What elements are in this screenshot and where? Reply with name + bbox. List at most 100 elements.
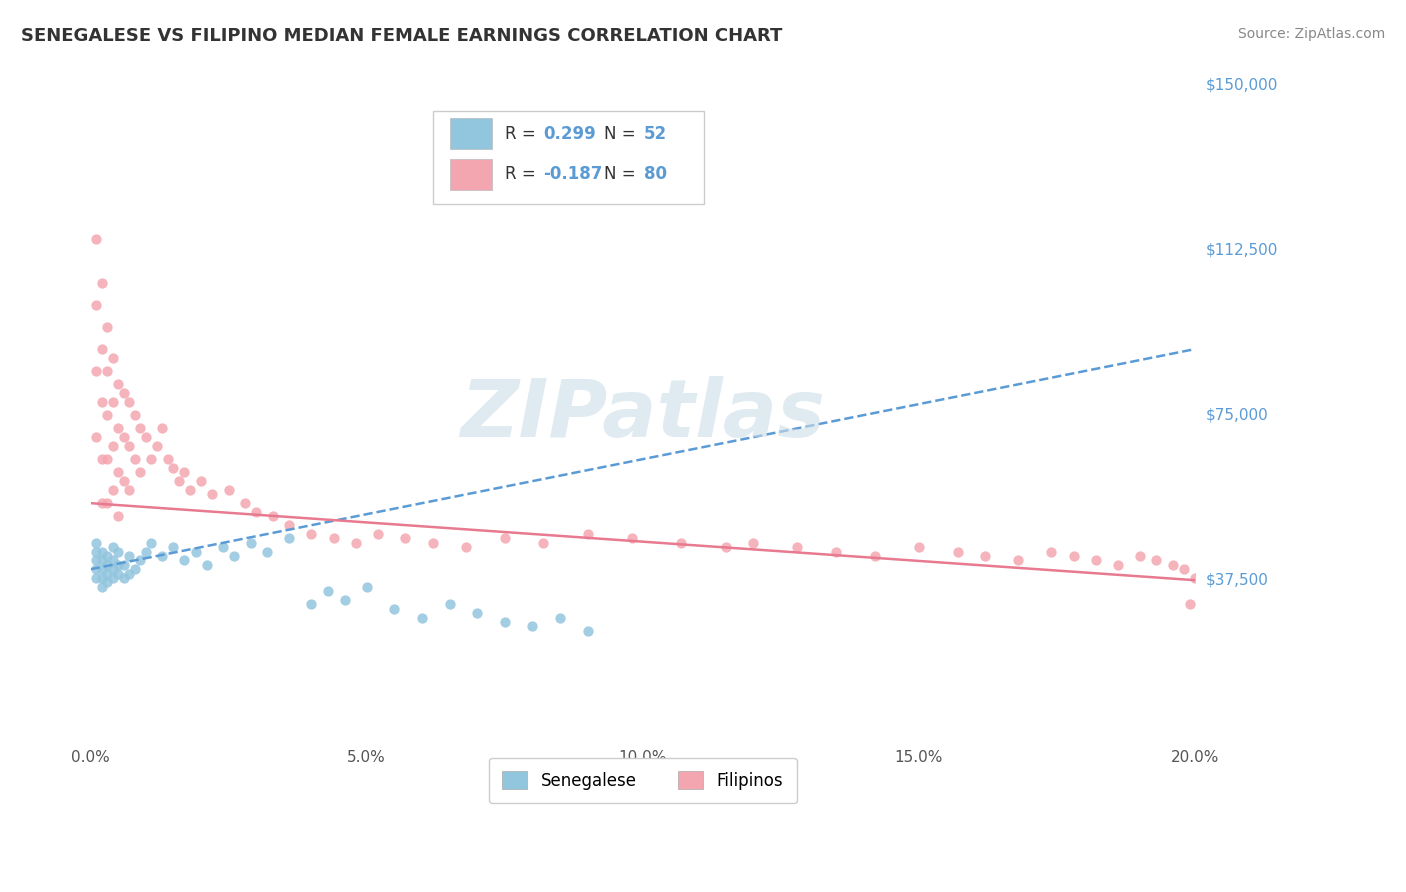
Text: Source: ZipAtlas.com: Source: ZipAtlas.com	[1237, 27, 1385, 41]
Point	[173, 466, 195, 480]
Point	[107, 377, 129, 392]
Point	[90, 276, 112, 290]
Point	[201, 487, 224, 501]
Point	[96, 566, 118, 581]
Point	[112, 571, 135, 585]
Point	[118, 395, 141, 409]
Point	[152, 421, 174, 435]
Point	[422, 536, 444, 550]
Point	[124, 452, 146, 467]
Point	[786, 540, 808, 554]
Point	[382, 602, 405, 616]
Point	[167, 474, 190, 488]
Point	[90, 342, 112, 356]
Text: ZIPatlas: ZIPatlas	[460, 376, 825, 454]
Point	[118, 549, 141, 563]
Point	[1063, 549, 1085, 563]
Point	[90, 553, 112, 567]
Point	[124, 562, 146, 576]
Point	[107, 421, 129, 435]
Point	[162, 461, 184, 475]
Point	[107, 509, 129, 524]
FancyBboxPatch shape	[450, 118, 492, 149]
Point	[179, 483, 201, 497]
Point	[394, 532, 416, 546]
Point	[946, 544, 969, 558]
Point	[129, 421, 152, 435]
Point	[974, 549, 997, 563]
Point	[1040, 544, 1063, 558]
Point	[90, 544, 112, 558]
Point	[1173, 562, 1195, 576]
Text: SENEGALESE VS FILIPINO MEDIAN FEMALE EARNINGS CORRELATION CHART: SENEGALESE VS FILIPINO MEDIAN FEMALE EAR…	[21, 27, 783, 45]
Text: $112,500: $112,500	[1206, 243, 1278, 258]
Point	[1129, 549, 1152, 563]
Point	[322, 532, 344, 546]
Point	[1178, 598, 1201, 612]
Point	[96, 496, 118, 510]
Point	[195, 558, 218, 572]
Text: $75,000: $75,000	[1206, 408, 1268, 423]
Text: 52: 52	[644, 125, 666, 143]
Point	[1184, 571, 1206, 585]
Point	[101, 395, 124, 409]
Point	[96, 320, 118, 334]
Text: N =: N =	[605, 125, 641, 143]
Point	[141, 452, 163, 467]
Point	[101, 439, 124, 453]
Text: N =: N =	[605, 165, 641, 184]
Point	[152, 549, 174, 563]
Point	[90, 580, 112, 594]
Point	[90, 452, 112, 467]
Point	[101, 553, 124, 567]
Point	[825, 544, 848, 558]
Point	[742, 536, 765, 550]
Point	[1161, 558, 1184, 572]
Point	[533, 536, 555, 550]
Text: R =: R =	[505, 125, 541, 143]
Point	[84, 544, 107, 558]
Point	[96, 575, 118, 590]
Point	[548, 610, 571, 624]
Point	[112, 474, 135, 488]
Point	[620, 532, 643, 546]
Point	[212, 540, 235, 554]
Point	[118, 483, 141, 497]
Point	[494, 615, 516, 629]
Point	[84, 430, 107, 444]
Point	[576, 527, 599, 541]
Point	[118, 566, 141, 581]
Point	[129, 553, 152, 567]
Point	[101, 562, 124, 576]
Point	[84, 536, 107, 550]
Text: R =: R =	[505, 165, 541, 184]
Point	[256, 544, 278, 558]
Point	[129, 466, 152, 480]
Point	[162, 540, 184, 554]
Text: $37,500: $37,500	[1206, 573, 1270, 588]
Point	[465, 606, 488, 620]
Text: 0.299: 0.299	[544, 125, 596, 143]
Point	[863, 549, 886, 563]
Point	[84, 298, 107, 312]
Point	[456, 540, 478, 554]
Point	[90, 395, 112, 409]
Point	[173, 553, 195, 567]
Text: $150,000: $150,000	[1206, 78, 1278, 93]
Point	[344, 536, 367, 550]
Point	[333, 593, 356, 607]
Point	[107, 544, 129, 558]
Point	[233, 496, 256, 510]
Point	[84, 232, 107, 246]
Point	[1144, 553, 1167, 567]
Point	[262, 509, 284, 524]
Point	[439, 598, 461, 612]
Point	[96, 549, 118, 563]
Point	[101, 571, 124, 585]
Point	[112, 558, 135, 572]
Point	[96, 558, 118, 572]
Point	[101, 351, 124, 365]
Point	[224, 549, 246, 563]
Point	[124, 408, 146, 422]
Point	[135, 544, 157, 558]
